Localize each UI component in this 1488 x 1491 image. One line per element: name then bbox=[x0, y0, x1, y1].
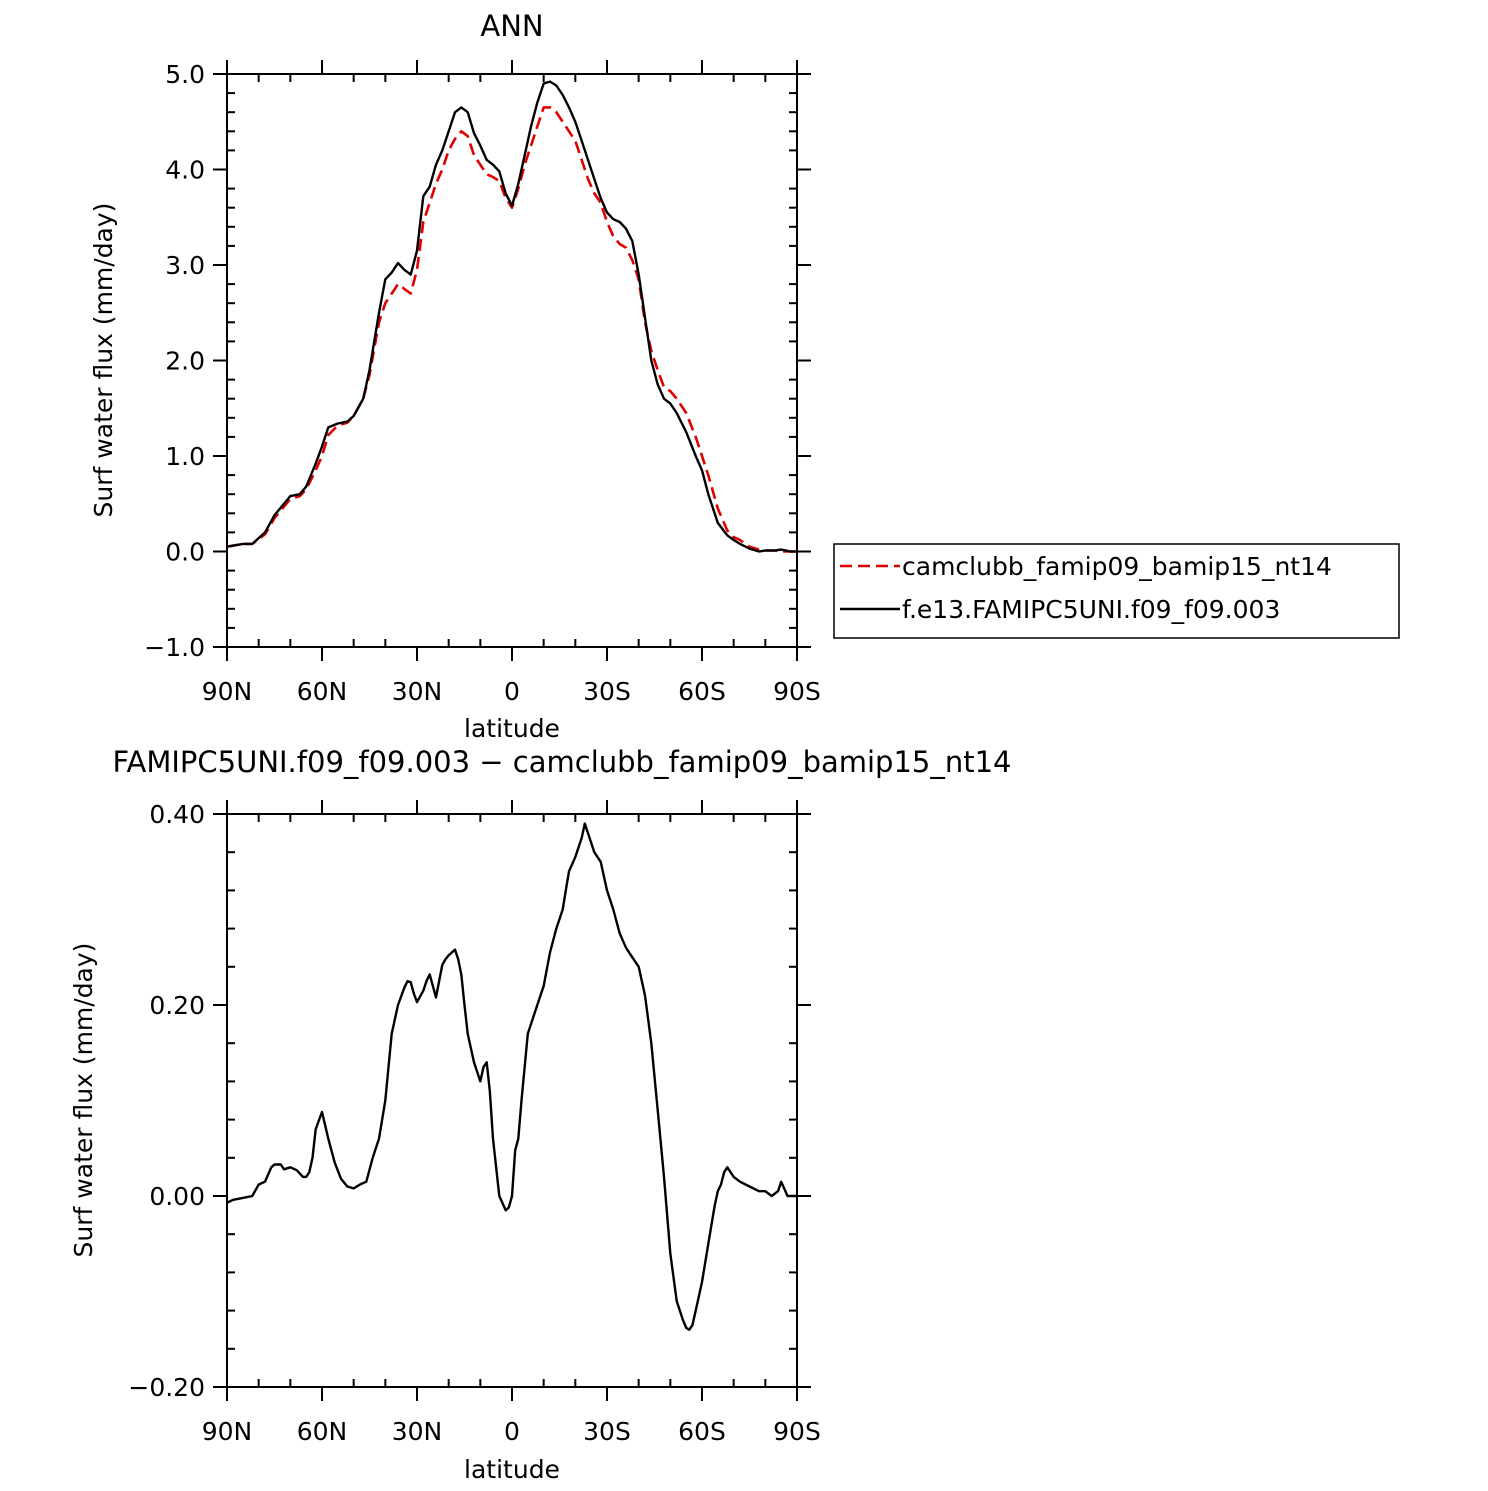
chart-title: FAMIPC5UNI.f09_f09.003 − camclubb_famip0… bbox=[112, 745, 1011, 779]
x-tick-label: 90S bbox=[773, 1417, 821, 1446]
x-tick-label: 90S bbox=[773, 677, 821, 706]
x-tick-label: 0 bbox=[504, 1417, 520, 1446]
legend-box bbox=[833, 543, 1400, 639]
x-tick-label: 90N bbox=[202, 677, 253, 706]
legend-label-1: f.e13.FAMIPC5UNI.f09_f09.003 bbox=[902, 595, 1280, 624]
y-axis-label: Surf water flux (mm/day) bbox=[89, 203, 118, 518]
x-tick-label: 60S bbox=[678, 1417, 726, 1446]
series-line-1 bbox=[226, 80, 797, 553]
y-tick-label: 0.20 bbox=[149, 991, 205, 1020]
x-tick-label: 30N bbox=[392, 677, 443, 706]
x-tick-label: 30S bbox=[583, 1417, 631, 1446]
plot-frame bbox=[226, 73, 798, 648]
y-tick-label: 1.0 bbox=[165, 442, 205, 471]
x-tick-label: 0 bbox=[504, 677, 520, 706]
y-tick-label: 2.0 bbox=[165, 347, 205, 376]
x-tick-label: 30S bbox=[583, 677, 631, 706]
y-axis-label: Surf water flux (mm/day) bbox=[69, 943, 98, 1258]
y-tick-label: −0.20 bbox=[128, 1373, 205, 1402]
top-panel: 5.0 4.0 3.0 2.0 1.0 0.0 −1.0 90N 60N 30N 0 30S 60S 90… bbox=[89, 9, 821, 743]
x-tick-label: 90N bbox=[202, 1417, 253, 1446]
chart-title: ANN bbox=[480, 9, 543, 43]
plot-frame bbox=[226, 813, 798, 1388]
series-line-0 bbox=[226, 106, 797, 553]
x-axis-label: latitude bbox=[464, 1455, 560, 1484]
x-tick-label: 60N bbox=[297, 1417, 348, 1446]
y-tick-label: 0.0 bbox=[165, 538, 205, 567]
x-tick-label: 60S bbox=[678, 677, 726, 706]
bottom-panel: 0.40 0.20 0.00 −0.20 90N 60N 30N 0 30S 60S 90S FAMI… bbox=[69, 745, 1012, 1484]
y-tick-label: 4.0 bbox=[165, 156, 205, 185]
series-line-0 bbox=[226, 822, 797, 1331]
y-tick-label: −1.0 bbox=[144, 633, 205, 662]
y-tick-label: 0.40 bbox=[149, 800, 205, 829]
x-tick-label: 30N bbox=[392, 1417, 443, 1446]
y-tick-label: 3.0 bbox=[165, 251, 205, 280]
legend-label-0: camclubb_famip09_bamip15_nt14 bbox=[902, 552, 1332, 581]
y-tick-label: 0.00 bbox=[149, 1182, 205, 1211]
x-tick-label: 60N bbox=[297, 677, 348, 706]
y-tick-label: 5.0 bbox=[165, 60, 205, 89]
x-axis-label: latitude bbox=[464, 714, 560, 743]
legend: camclubb_famip09_bamip15_nt14 f.e13.FAMIP… bbox=[833, 543, 1400, 639]
